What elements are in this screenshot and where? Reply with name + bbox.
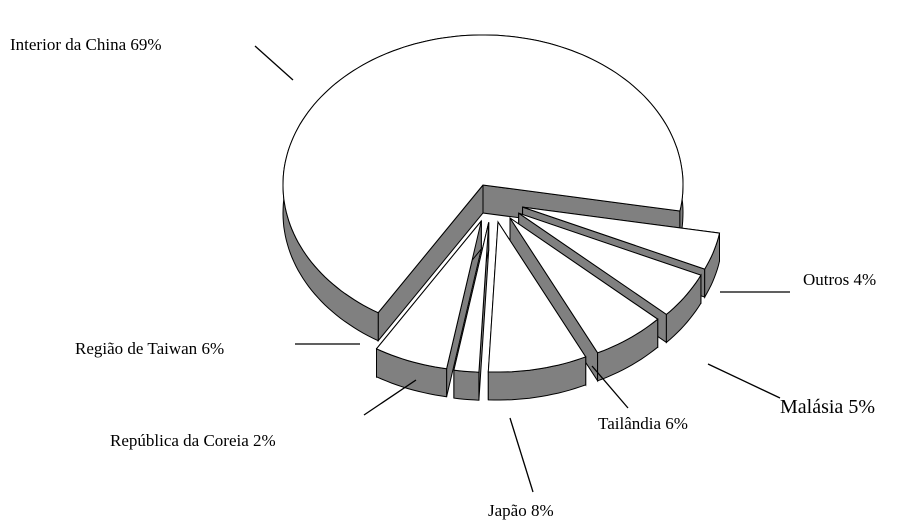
category-name: República da Coreia [110,431,249,450]
slice-label: Interior da China 69% [10,35,162,54]
slice-top [518,212,702,316]
slice-top [487,220,587,373]
value-label: 2% [253,431,276,450]
slice [453,222,490,401]
category-name: Malásia [780,396,843,418]
slice-top [453,222,490,373]
slice [487,220,587,401]
slice-label: Japão 8% [488,501,554,520]
category-name: Região de Taiwan [75,339,198,358]
category-name: Tailândia [598,414,661,433]
value-label: 4% [854,270,877,289]
slice-top [282,34,684,314]
slice-rim [453,369,480,401]
category-name: Outros [803,270,849,289]
leader-line [707,363,781,399]
value-label: 6% [201,339,224,358]
slice [509,216,659,383]
leader-line [509,417,534,493]
value-label: 69% [130,35,161,54]
slice-label: Outros 4% [803,270,876,289]
slice [282,34,684,343]
slice-top [375,220,482,370]
slice-label: Região de Taiwan 6% [75,339,224,358]
labels: Interior da China 69% Outros 4% Malásia 5%… [10,35,876,520]
slice-top [509,217,659,354]
category-name: Japão [488,501,527,520]
leader-line [591,365,629,409]
slice-label: Malásia 5% [780,396,875,418]
value-label: 6% [665,414,688,433]
category-name: Interior da China [10,35,127,54]
value-label: 8% [531,501,554,520]
slice [375,219,482,398]
leader-line [363,379,417,416]
slice-label: Tailândia 6% [598,414,688,433]
slice-top [522,206,721,270]
pie [282,34,721,401]
slice-label: República da Coreia 2% [110,431,276,450]
leader-line [254,45,294,81]
value-label: 5% [848,396,875,418]
